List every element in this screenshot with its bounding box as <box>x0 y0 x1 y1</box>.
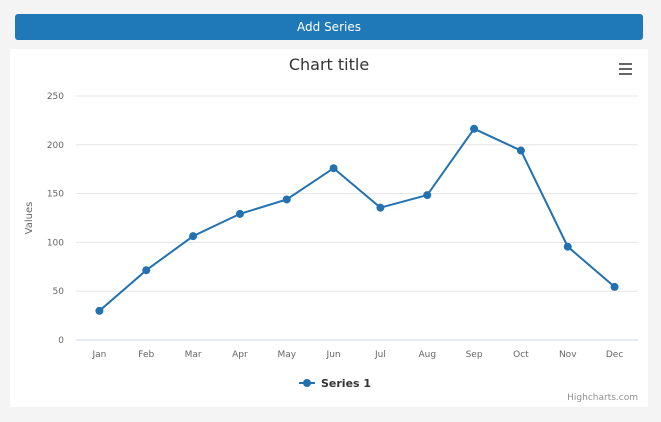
line-chart: Chart title 0 50 100 150 200 250 Values Jan Feb Ma… <box>24 55 638 390</box>
data-point <box>516 146 525 155</box>
x-tick-label: Feb <box>138 350 154 360</box>
x-tick-label: Sep <box>466 350 483 360</box>
add-series-button[interactable]: Add Series <box>15 14 643 40</box>
data-point <box>142 266 151 275</box>
legend-marker <box>303 379 311 387</box>
data-point <box>423 191 432 200</box>
x-tick-label: Aug <box>418 350 436 360</box>
chart-container: Chart title 0 50 100 150 200 250 Values Jan Feb Ma… <box>10 49 648 407</box>
series-line <box>98 127 616 312</box>
y-tick-label: 150 <box>47 190 64 200</box>
data-point <box>610 282 619 291</box>
data-point <box>329 164 338 173</box>
y-tick-label: 100 <box>47 238 64 248</box>
x-tick-label: Jan <box>91 350 106 360</box>
y-tick-label: 200 <box>47 141 64 151</box>
data-point <box>282 195 291 204</box>
highcharts-credits[interactable]: Highcharts.com <box>567 393 638 403</box>
x-tick-label: Oct <box>513 350 529 360</box>
x-tick-label: Apr <box>232 350 248 360</box>
chart-title: Chart title <box>289 55 369 74</box>
x-tick-label: Jun <box>326 350 341 360</box>
data-point <box>376 203 385 212</box>
data-point <box>189 232 198 241</box>
x-tick-label: May <box>277 350 296 360</box>
data-point <box>563 242 572 251</box>
y-tick-label: 250 <box>47 92 64 102</box>
x-tick-label: Dec <box>606 350 623 360</box>
y-axis-title: Values <box>24 202 35 235</box>
data-point <box>470 124 479 133</box>
y-tick-label: 0 <box>58 336 64 346</box>
data-point <box>95 306 104 315</box>
y-tick-label: 50 <box>53 287 65 297</box>
x-tick-label: Jul <box>374 350 386 360</box>
legend-item-series-1: Series 1 <box>321 377 371 390</box>
hamburger-menu-icon[interactable] <box>616 61 636 77</box>
x-tick-label: Mar <box>185 350 202 360</box>
data-point <box>235 209 244 218</box>
x-tick-label: Nov <box>559 350 577 360</box>
